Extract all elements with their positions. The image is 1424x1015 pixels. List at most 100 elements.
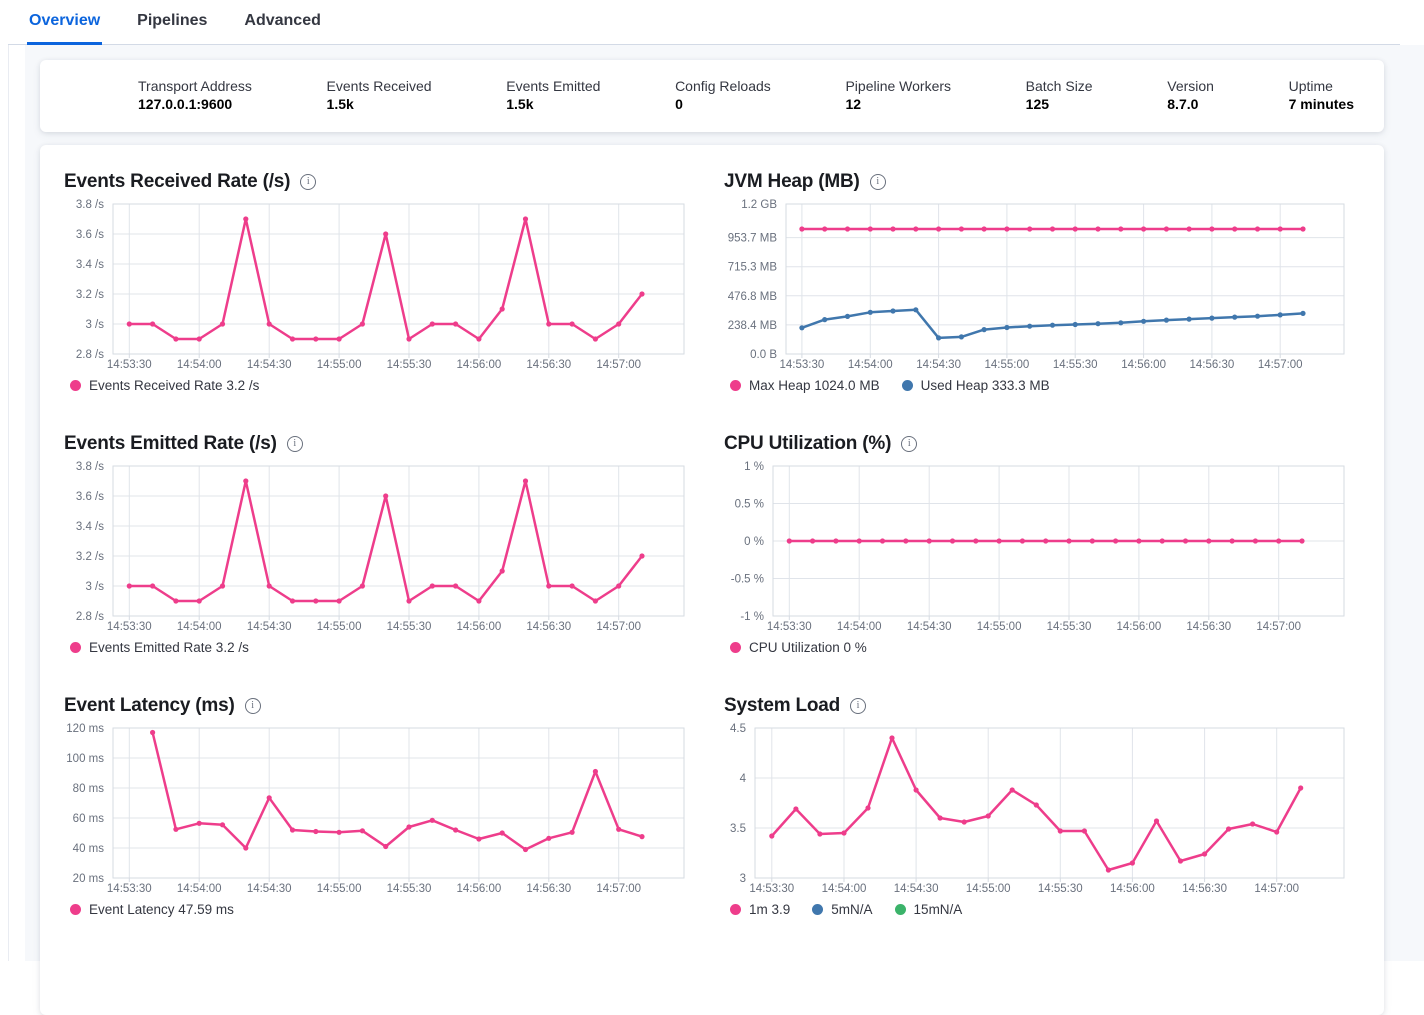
legend-item[interactable]: Event Latency 47.59 ms bbox=[70, 902, 234, 917]
svg-text:0.0 B: 0.0 B bbox=[750, 349, 777, 361]
legend-label: Max Heap 1024.0 MB bbox=[749, 378, 880, 393]
chart-legend: Event Latency 47.59 ms bbox=[64, 895, 700, 923]
legend-item[interactable]: Events Emitted Rate 3.2 /s bbox=[70, 640, 249, 655]
svg-text:715.3 MB: 715.3 MB bbox=[728, 262, 778, 274]
legend-item[interactable]: Used Heap 333.3 MB bbox=[902, 378, 1050, 393]
svg-text:14:55:00: 14:55:00 bbox=[317, 359, 362, 371]
legend-item[interactable]: 15mN/A bbox=[895, 902, 963, 917]
page-content: Transport Address 127.0.0.1:9600 Events … bbox=[25, 45, 1424, 961]
legend-label: 15mN/A bbox=[914, 902, 963, 917]
chart-card: CPU Utilization (%) i -1 %-0.5 %0 %0.5 %1 … bbox=[724, 429, 1360, 661]
summary-item-version: Version 8.7.0 bbox=[1167, 78, 1214, 114]
info-icon[interactable]: i bbox=[901, 436, 917, 452]
legend-dot-icon bbox=[812, 904, 823, 915]
legend-item[interactable]: CPU Utilization 0 % bbox=[730, 640, 867, 655]
svg-text:1 %: 1 % bbox=[744, 461, 764, 473]
chart-title: JVM Heap (MB) bbox=[724, 171, 860, 193]
info-icon[interactable]: i bbox=[850, 698, 866, 714]
info-icon[interactable]: i bbox=[870, 174, 886, 190]
legend-item[interactable]: 1m 3.9 bbox=[730, 902, 790, 917]
svg-text:3 /s: 3 /s bbox=[85, 581, 104, 593]
info-icon[interactable]: i bbox=[300, 174, 316, 190]
svg-text:3.4 /s: 3.4 /s bbox=[76, 259, 104, 271]
svg-text:0 %: 0 % bbox=[744, 536, 764, 548]
chart-head: Event Latency (ms)i bbox=[64, 691, 700, 721]
plot-border bbox=[113, 728, 684, 878]
series-line bbox=[787, 538, 1305, 543]
summary-item-events-received: Events Received 1.5k bbox=[327, 78, 432, 114]
chart-title: System Load bbox=[724, 695, 840, 717]
summary-label: Batch Size bbox=[1026, 78, 1093, 95]
legend-label: CPU Utilization 0 % bbox=[749, 640, 867, 655]
legend-dot-icon bbox=[895, 904, 906, 915]
svg-text:14:55:00: 14:55:00 bbox=[317, 883, 362, 895]
legend-label: Events Emitted Rate 3.2 /s bbox=[89, 640, 249, 655]
svg-text:14:55:30: 14:55:30 bbox=[1038, 883, 1083, 895]
legend-item[interactable]: Max Heap 1024.0 MB bbox=[730, 378, 880, 393]
svg-text:14:57:00: 14:57:00 bbox=[1258, 359, 1303, 371]
y-axis-labels: 2.8 /s3 /s3.2 /s3.4 /s3.6 /s3.8 /s bbox=[76, 199, 104, 361]
summary-label: Uptime bbox=[1289, 78, 1354, 95]
svg-text:3.8 /s: 3.8 /s bbox=[76, 199, 104, 211]
summary-panel: Transport Address 127.0.0.1:9600 Events … bbox=[40, 60, 1384, 132]
series-line bbox=[769, 735, 1303, 872]
svg-text:14:54:30: 14:54:30 bbox=[907, 621, 952, 633]
svg-text:14:55:30: 14:55:30 bbox=[387, 883, 432, 895]
svg-text:14:54:30: 14:54:30 bbox=[247, 883, 292, 895]
chart-head: JVM Heap (MB) i bbox=[724, 167, 1360, 197]
series-line bbox=[127, 216, 645, 341]
legend-dot-icon bbox=[70, 380, 81, 391]
summary-item-transport-address: Transport Address 127.0.0.1:9600 bbox=[138, 78, 252, 114]
chart-head: System Load i bbox=[724, 691, 1360, 721]
tab-advanced[interactable]: Advanced bbox=[242, 0, 322, 45]
svg-text:40 ms: 40 ms bbox=[73, 843, 105, 855]
chart-plot[interactable]: 2.8 /s3 /s3.2 /s3.4 /s3.6 /s3.8 /s14:53:… bbox=[64, 459, 700, 633]
svg-text:14:56:30: 14:56:30 bbox=[1186, 621, 1231, 633]
svg-text:14:53:30: 14:53:30 bbox=[780, 359, 825, 371]
legend-item[interactable]: 5mN/A bbox=[812, 902, 872, 917]
legend-label: 1m 3.9 bbox=[749, 902, 790, 917]
summary-value: 7 minutes bbox=[1289, 95, 1354, 114]
svg-text:3: 3 bbox=[740, 873, 746, 885]
info-icon[interactable]: i bbox=[287, 436, 303, 452]
svg-text:14:57:00: 14:57:00 bbox=[596, 359, 641, 371]
summary-value: 12 bbox=[845, 95, 951, 114]
tab-overview[interactable]: Overview bbox=[27, 0, 102, 45]
summary-label: Transport Address bbox=[138, 78, 252, 95]
svg-text:238.4 MB: 238.4 MB bbox=[728, 320, 778, 332]
info-icon[interactable]: i bbox=[245, 698, 261, 714]
svg-text:14:54:00: 14:54:00 bbox=[822, 883, 867, 895]
series-line bbox=[799, 307, 1305, 340]
svg-text:-1 %: -1 % bbox=[740, 611, 764, 623]
chart-legend: 1m 3.9 5mN/A 15mN/A bbox=[724, 895, 1360, 923]
legend-dot-icon bbox=[902, 380, 913, 391]
legend-label: Events Received Rate 3.2 /s bbox=[89, 378, 259, 393]
legend-item[interactable]: Events Received Rate 3.2 /s bbox=[70, 378, 259, 393]
chart-plot[interactable]: 2.8 /s3 /s3.2 /s3.4 /s3.6 /s3.8 /s14:53:… bbox=[64, 197, 700, 371]
svg-text:2.8 /s: 2.8 /s bbox=[76, 611, 104, 623]
summary-item-events-emitted: Events Emitted 1.5k bbox=[506, 78, 600, 114]
svg-text:3 /s: 3 /s bbox=[85, 319, 104, 331]
svg-text:80 ms: 80 ms bbox=[73, 783, 105, 795]
svg-text:14:54:00: 14:54:00 bbox=[177, 359, 222, 371]
svg-text:120 ms: 120 ms bbox=[66, 723, 104, 735]
svg-text:3.6 /s: 3.6 /s bbox=[76, 229, 104, 241]
chart-head: Events Emitted Rate (/s)i bbox=[64, 429, 700, 459]
svg-text:14:55:30: 14:55:30 bbox=[1053, 359, 1098, 371]
series-line bbox=[150, 730, 645, 852]
tab-pipelines[interactable]: Pipelines bbox=[135, 0, 209, 45]
chart-title: CPU Utilization (%) bbox=[724, 433, 891, 455]
svg-text:4.5: 4.5 bbox=[730, 723, 746, 735]
svg-text:14:56:30: 14:56:30 bbox=[526, 883, 571, 895]
summary-item-batch-size: Batch Size 125 bbox=[1026, 78, 1093, 114]
summary-value: 8.7.0 bbox=[1167, 95, 1214, 114]
